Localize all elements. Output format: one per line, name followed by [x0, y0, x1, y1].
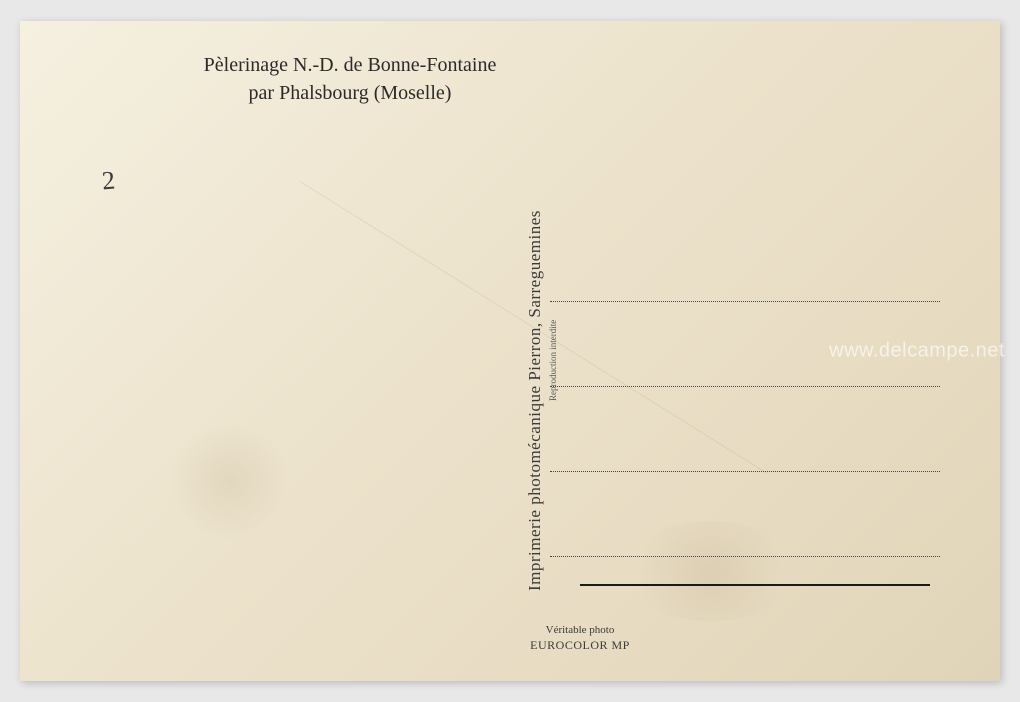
title-line-2: par Phalsbourg (Moselle) [150, 79, 550, 107]
postcard-title: Pèlerinage N.-D. de Bonne-Fontaine par P… [150, 51, 550, 107]
brand-label: EUROCOLOR MP [510, 638, 650, 653]
address-line [550, 556, 940, 557]
handwritten-number: 2 [101, 165, 117, 196]
title-line-1: Pèlerinage N.-D. de Bonne-Fontaine [150, 51, 550, 79]
solid-underline [580, 584, 930, 586]
paper-stain [620, 521, 800, 621]
reproduction-note: Reproduction interdite [548, 271, 558, 401]
address-line [550, 301, 940, 302]
paper-stain [170, 421, 290, 541]
printer-credit: Imprimerie photomécanique Pierron, Sarre… [525, 91, 545, 591]
watermark: www.delcampe.net [829, 340, 1005, 363]
address-line [550, 471, 940, 472]
photo-type-label: Véritable photo [510, 624, 650, 636]
address-line [550, 386, 940, 387]
